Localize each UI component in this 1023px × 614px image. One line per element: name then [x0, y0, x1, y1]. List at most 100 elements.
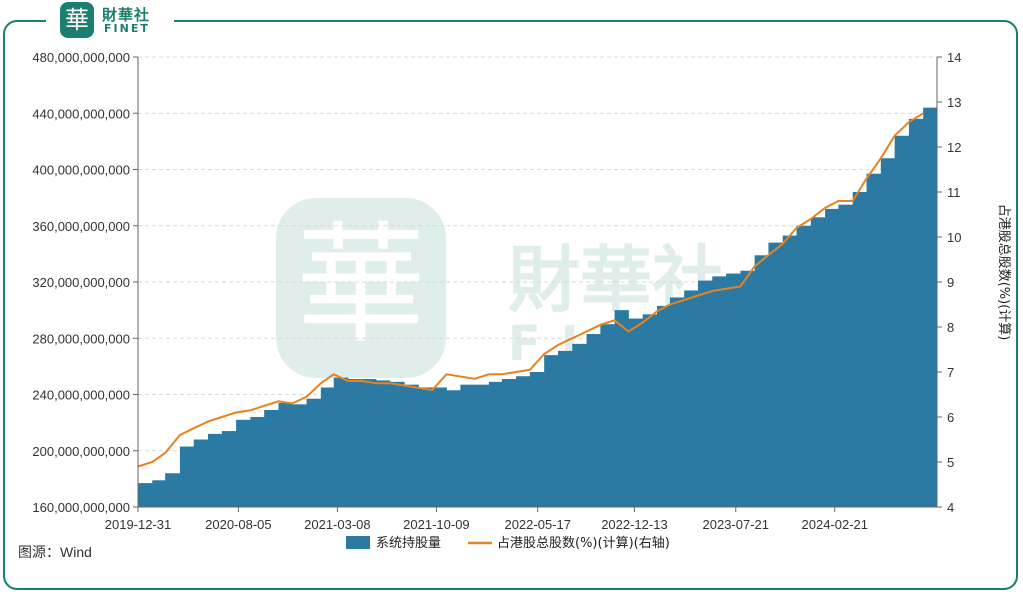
y-right-tick-label: 12: [947, 140, 961, 155]
bar: [250, 417, 265, 507]
x-tick-label: 2021-03-08: [304, 517, 371, 532]
y-right-tick-label: 8: [947, 320, 954, 335]
bar-series: [138, 107, 938, 507]
y-right-tick-label: 4: [947, 500, 954, 515]
bar: [782, 235, 797, 507]
bar: [193, 439, 209, 507]
bar: [138, 483, 153, 507]
y-right-tick-label: 11: [947, 185, 961, 200]
y-right-tick-label: 9: [947, 275, 954, 290]
bar: [894, 135, 910, 507]
y-left-tick-label: 240,000,000,000: [32, 388, 130, 403]
finet-logo-name-cn: 財華社: [102, 6, 151, 24]
y-left-tick-label: 280,000,000,000: [32, 331, 130, 346]
bar: [768, 242, 784, 507]
x-tick-label: 2020-08-05: [205, 517, 272, 532]
bar: [516, 376, 531, 507]
bar: [236, 419, 251, 507]
bar: [376, 380, 391, 507]
bar: [446, 390, 461, 507]
bar: [432, 387, 447, 507]
bar: [165, 473, 181, 507]
bar: [642, 314, 658, 507]
bar: [488, 381, 503, 507]
x-tick-label: 2023-07-21: [703, 517, 770, 532]
bar: [572, 343, 587, 507]
legend: 系统持股量 占港股总股数(%)(计算)(右轴): [346, 536, 670, 551]
x-tick-label: 2022-12-13: [601, 517, 668, 532]
watermark-mark-glyph: 華: [296, 209, 426, 361]
finet-logo-name-en: FINET: [104, 22, 150, 35]
y-right-tick-label: 6: [947, 410, 954, 425]
bar: [207, 433, 223, 507]
y-right-tick-label: 13: [947, 95, 961, 110]
chart-frame: [3, 20, 1018, 590]
bar: [754, 255, 769, 507]
axes: 160,000,000,000 200,000,000,000 240,000,00…: [32, 50, 1011, 532]
bar: [726, 273, 741, 507]
line-series: [137, 112, 924, 468]
y-left-tick-label: 160,000,000,000: [32, 500, 130, 515]
finet-logo: 華 財華社 FINET: [46, 0, 174, 40]
bar: [825, 208, 839, 507]
bar: [389, 381, 405, 507]
legend-label-bar: 系统持股量: [376, 536, 441, 551]
bar: [866, 173, 882, 507]
source-note: 图源：Wind: [18, 544, 92, 560]
bar: [460, 384, 476, 507]
bar: [628, 318, 644, 507]
y-right-tick-label: 7: [947, 365, 954, 380]
bar: [600, 324, 616, 507]
y-right-axis-label: 占港股总股数(%)(计算): [996, 204, 1011, 341]
y-left-tick-label: 320,000,000,000: [32, 275, 130, 290]
finet-logo-mark: 華: [60, 2, 94, 38]
bar: [278, 402, 293, 507]
y-right-tick-label: 10: [947, 230, 961, 245]
bar: [474, 384, 490, 507]
bar: [501, 379, 517, 507]
y-left-tick-label: 360,000,000,000: [32, 219, 130, 234]
bar: [544, 355, 559, 507]
bar: [614, 310, 629, 507]
bar: [586, 334, 601, 507]
x-tick-label: 2022-05-17: [504, 517, 571, 532]
bar: [221, 431, 237, 507]
y-left-tick-label: 480,000,000,000: [32, 50, 130, 65]
legend-swatch-bar: [346, 536, 370, 549]
bar: [529, 372, 545, 507]
bar: [657, 305, 671, 507]
bar: [740, 270, 756, 507]
bar: [404, 384, 419, 507]
bar: [669, 297, 685, 507]
bar: [361, 379, 377, 507]
bar: [712, 276, 727, 507]
bar: [347, 379, 363, 507]
y-left-tick-label: 400,000,000,000: [32, 163, 130, 178]
bar: [796, 225, 812, 507]
bar: [333, 377, 349, 507]
x-tick-label: 2019-12-31: [105, 517, 172, 532]
bar: [557, 350, 573, 507]
y-right-tick-label: 14: [947, 50, 961, 65]
bar: [852, 192, 867, 507]
bar: [880, 158, 896, 507]
bar: [320, 387, 335, 507]
bar: [264, 409, 279, 507]
y-left-tick-label: 200,000,000,000: [32, 444, 130, 459]
bar: [179, 446, 195, 507]
bar: [908, 118, 924, 507]
bar: [810, 217, 826, 507]
x-tick-label: 2021-10-09: [403, 517, 470, 532]
y-left-tick-label: 440,000,000,000: [32, 106, 130, 121]
bar: [292, 404, 307, 507]
legend-label-line: 占港股总股数(%)(计算)(右轴): [497, 536, 670, 551]
bar: [306, 398, 322, 507]
bar: [418, 387, 433, 507]
bar: [697, 280, 713, 507]
line-series-path: [137, 112, 924, 468]
bar: [923, 107, 938, 507]
watermark-mark-bg: [276, 198, 446, 378]
x-tick-label: 2024-02-21: [802, 517, 869, 532]
y-right-tick-label: 5: [947, 455, 954, 470]
